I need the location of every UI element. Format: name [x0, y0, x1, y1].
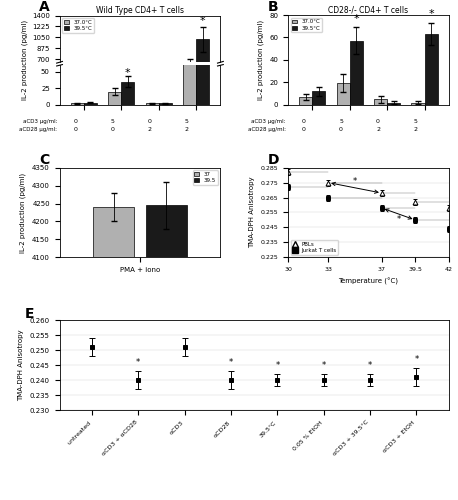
Y-axis label: TMA-DPH Anisotropy: TMA-DPH Anisotropy: [18, 330, 24, 401]
Text: *: *: [353, 178, 357, 186]
Y-axis label: IL-2 production (pg/ml): IL-2 production (pg/ml): [20, 172, 27, 252]
Bar: [299, 97, 312, 105]
Legend: 37, 39.5: 37, 39.5: [193, 170, 218, 185]
Bar: [121, 82, 134, 105]
Text: 0: 0: [111, 127, 114, 132]
Title: Wild Type CD4+ T cells: Wild Type CD4+ T cells: [96, 6, 184, 15]
Text: 2: 2: [147, 127, 152, 132]
Bar: [196, 39, 209, 102]
Text: 5: 5: [111, 119, 114, 124]
Text: 0: 0: [302, 127, 306, 132]
Bar: [146, 206, 187, 500]
Bar: [71, 104, 84, 105]
Text: *: *: [275, 360, 279, 370]
Bar: [196, 0, 209, 105]
Bar: [121, 100, 134, 102]
Bar: [312, 92, 325, 105]
Text: 5: 5: [185, 119, 189, 124]
Text: *: *: [354, 14, 359, 24]
Text: 0: 0: [74, 127, 77, 132]
Text: 5: 5: [339, 119, 343, 124]
Legend: PBLs, Jurkat T cells: PBLs, Jurkat T cells: [291, 240, 338, 254]
Text: 2: 2: [413, 127, 417, 132]
Bar: [337, 84, 350, 105]
Legend: 37.0°C, 39.5°C: 37.0°C, 39.5°C: [291, 18, 322, 32]
Bar: [411, 102, 425, 105]
Bar: [93, 207, 134, 500]
Text: 2: 2: [185, 127, 189, 132]
Text: *: *: [322, 360, 326, 370]
Text: 2: 2: [376, 127, 380, 132]
Text: 0: 0: [339, 127, 343, 132]
Bar: [350, 41, 363, 105]
Text: *: *: [229, 358, 233, 366]
Legend: 37.0°C, 39.5°C: 37.0°C, 39.5°C: [62, 18, 94, 33]
Text: D: D: [267, 152, 279, 166]
Text: *: *: [136, 358, 141, 366]
Y-axis label: IL-2 production (pg/ml): IL-2 production (pg/ml): [257, 20, 264, 100]
Text: 0: 0: [376, 119, 380, 124]
Bar: [183, 0, 196, 105]
Text: E: E: [25, 306, 35, 320]
Bar: [425, 34, 437, 105]
Text: *: *: [200, 16, 206, 26]
Text: *: *: [397, 216, 401, 224]
Text: aCD3 µg/ml:: aCD3 µg/ml:: [23, 119, 57, 124]
Text: 0: 0: [302, 119, 306, 124]
Text: *: *: [368, 360, 372, 370]
Bar: [387, 102, 400, 105]
Text: 0: 0: [74, 119, 77, 124]
Text: A: A: [39, 0, 49, 14]
Text: aCD28 µg/ml:: aCD28 µg/ml:: [248, 127, 286, 132]
Title: CD28-/- CD4+ T cells: CD28-/- CD4+ T cells: [328, 5, 409, 14]
Y-axis label: TMA-DPH Anisotropy: TMA-DPH Anisotropy: [249, 176, 255, 248]
Text: IL-2 production (pg/ml): IL-2 production (pg/ml): [22, 20, 28, 100]
Text: C: C: [39, 152, 49, 166]
Text: 5: 5: [413, 119, 417, 124]
Text: *: *: [414, 354, 419, 364]
Text: *: *: [428, 10, 434, 20]
Text: aCD3 µg/ml:: aCD3 µg/ml:: [251, 119, 286, 124]
Bar: [84, 103, 97, 105]
Bar: [146, 104, 158, 105]
Bar: [374, 99, 387, 105]
Text: B: B: [267, 0, 278, 14]
Text: *: *: [125, 68, 131, 78]
Bar: [108, 92, 121, 105]
Text: 0: 0: [147, 119, 152, 124]
Bar: [158, 104, 172, 105]
X-axis label: Temperature (°C): Temperature (°C): [338, 278, 398, 285]
Bar: [183, 62, 196, 102]
Text: aCD28 µg/ml:: aCD28 µg/ml:: [19, 127, 57, 132]
